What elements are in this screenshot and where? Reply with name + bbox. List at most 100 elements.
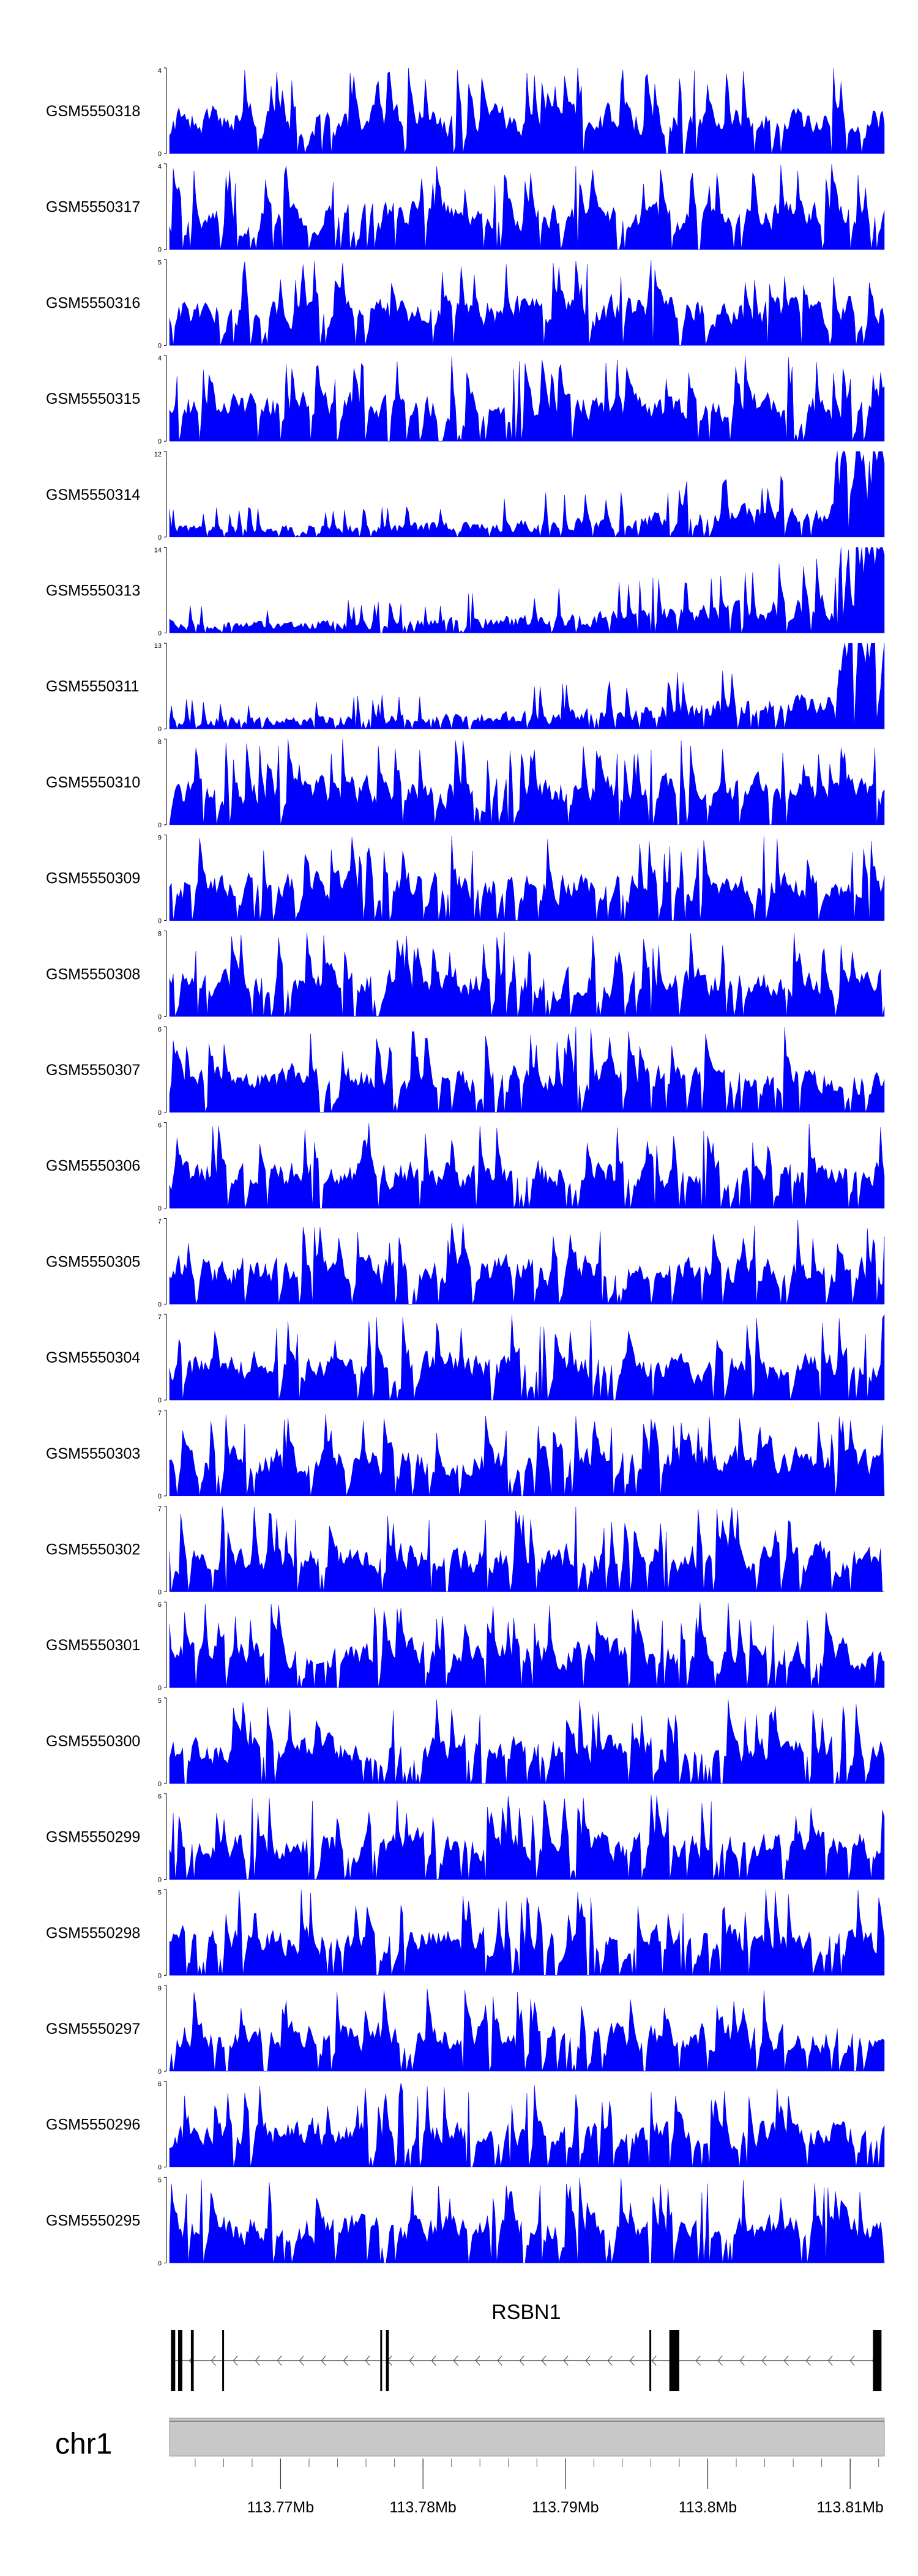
y-tick-label-min: 0 [158,2260,162,2267]
track-gsm5550311: GSM5550311 13 0 [46,642,885,733]
track-gsm5550306: GSM5550306 6 0 [46,1122,885,1213]
coverage-area [169,164,885,250]
strand-arrow [255,2355,260,2366]
coverage-area [169,2083,885,2167]
y-tick-label-min: 0 [158,151,162,158]
track-gsm5550303: GSM5550303 7 0 [46,1410,885,1500]
gene-exon [873,2330,882,2391]
track-label: GSM5550303 [46,1445,140,1462]
track-label: GSM5550314 [46,486,140,504]
track-gsm5550307: GSM5550307 6 0 [46,1026,885,1117]
x-tick-label: 113.78Mb [389,2499,456,2516]
track-gsm5550295: GSM5550295 5 0 [46,2176,885,2267]
coverage-area [169,1889,885,1976]
gene-exon [171,2330,176,2391]
strand-arrow [783,2355,789,2366]
y-tick-label-max: 6 [158,1026,162,1033]
y-tick-label-max: 4 [158,67,162,75]
gene-exon [380,2330,382,2391]
y-tick-label-max: 9 [158,835,162,842]
track-gsm5550313: GSM5550313 14 0 [46,546,885,638]
strand-arrow [519,2355,524,2366]
track-label: GSM5550301 [46,1637,140,1654]
gene-exon [669,2330,679,2391]
track-label: GSM5550307 [46,1062,140,1079]
track-label: GSM5550299 [46,1829,140,1846]
chromosome-label: chr1 [55,2428,112,2460]
strand-arrow [827,2355,833,2366]
track-label: GSM5550313 [46,583,140,600]
track-gsm5550297: GSM5550297 9 0 [46,1985,885,2075]
track-gsm5550304: GSM5550304 7 0 [46,1314,885,1404]
y-tick-label-min: 0 [158,1589,162,1596]
track-gsm5550314: GSM5550314 12 0 [46,451,885,542]
coverage-area [169,835,885,921]
x-tick-label: 113.8Mb [679,2499,737,2516]
coverage-area [169,1795,885,1880]
coverage-area [169,1219,885,1305]
y-tick-label-min: 0 [158,1013,162,1021]
track-gsm5550318: GSM5550318 4 0 [46,67,885,158]
gene-exon [190,2330,194,2391]
y-tick-label-min: 0 [158,2164,162,2172]
track-label: GSM5550311 [46,678,139,695]
track-label: GSM5550295 [46,2212,140,2229]
track-gsm5550310: GSM5550310 8 0 [46,739,885,829]
track-gsm5550298: GSM5550298 5 0 [46,1889,885,1979]
coverage-area [169,642,885,730]
track-label: GSM5550305 [46,1253,140,1270]
track-gsm5550299: GSM5550299 6 0 [46,1793,885,1884]
track-label: GSM5550310 [46,774,140,791]
y-tick-label-max: 7 [158,1314,162,1321]
x-tick-label: 113.79Mb [532,2499,599,2516]
strand-arrow [343,2355,348,2366]
coverage-area [169,356,885,442]
y-tick-label-min: 0 [158,1684,162,1692]
strand-arrow [277,2355,282,2366]
track-gsm5550316: GSM5550316 5 0 [46,259,885,349]
y-tick-label-max: 6 [158,2081,162,2088]
strand-arrow [541,2355,547,2366]
coverage-area [169,739,885,825]
gene-model: RSBN1 [171,2301,882,2391]
strand-arrow [211,2355,216,2366]
strand-arrow [629,2355,635,2366]
gene-exon [177,2330,182,2391]
coverage-area [169,1123,885,1208]
coverage-area [169,451,885,538]
track-label: GSM5550315 [46,390,140,408]
y-tick-label-min: 0 [158,247,162,254]
coverage-area [169,1314,885,1401]
strand-arrow [299,2355,304,2366]
coverage-area [169,2177,885,2263]
track-label: GSM5550309 [46,870,140,887]
chromosome-axis: chr1 113.77Mb 113.78Mb 113.79Mb 113.8Mb 113.8… [55,2418,885,2516]
y-tick-label-min: 0 [158,1397,162,1404]
strand-arrow [563,2355,569,2366]
y-tick-label-min: 0 [158,1493,162,1500]
y-tick-label-max: 8 [158,930,162,937]
strand-arrow [849,2355,855,2366]
strand-arrow [453,2355,458,2366]
strand-arrow [695,2355,701,2366]
y-tick-label-min: 0 [158,342,162,349]
y-tick-label-max: 5 [158,1889,162,1896]
track-gsm5550308: GSM5550308 8 0 [46,930,885,1021]
track-label: GSM5550298 [46,1924,140,1941]
y-tick-label-max: 9 [158,1985,162,1992]
y-tick-label-max: 6 [158,1601,162,1609]
y-tick-label-min: 0 [158,1781,162,1788]
track-label: GSM5550316 [46,294,140,311]
gene-exon [386,2330,389,2391]
y-tick-label-max: 12 [154,451,162,458]
coverage-area [169,546,885,634]
y-tick-label-min: 0 [158,726,162,733]
gene-name-label: RSBN1 [491,2301,561,2324]
strand-arrow [475,2355,480,2366]
coverage-area [169,1414,885,1497]
y-tick-label-max: 13 [154,642,162,650]
strand-arrow [233,2355,238,2366]
y-tick-label-max: 7 [158,1218,162,1225]
y-tick-label-min: 0 [158,630,162,638]
